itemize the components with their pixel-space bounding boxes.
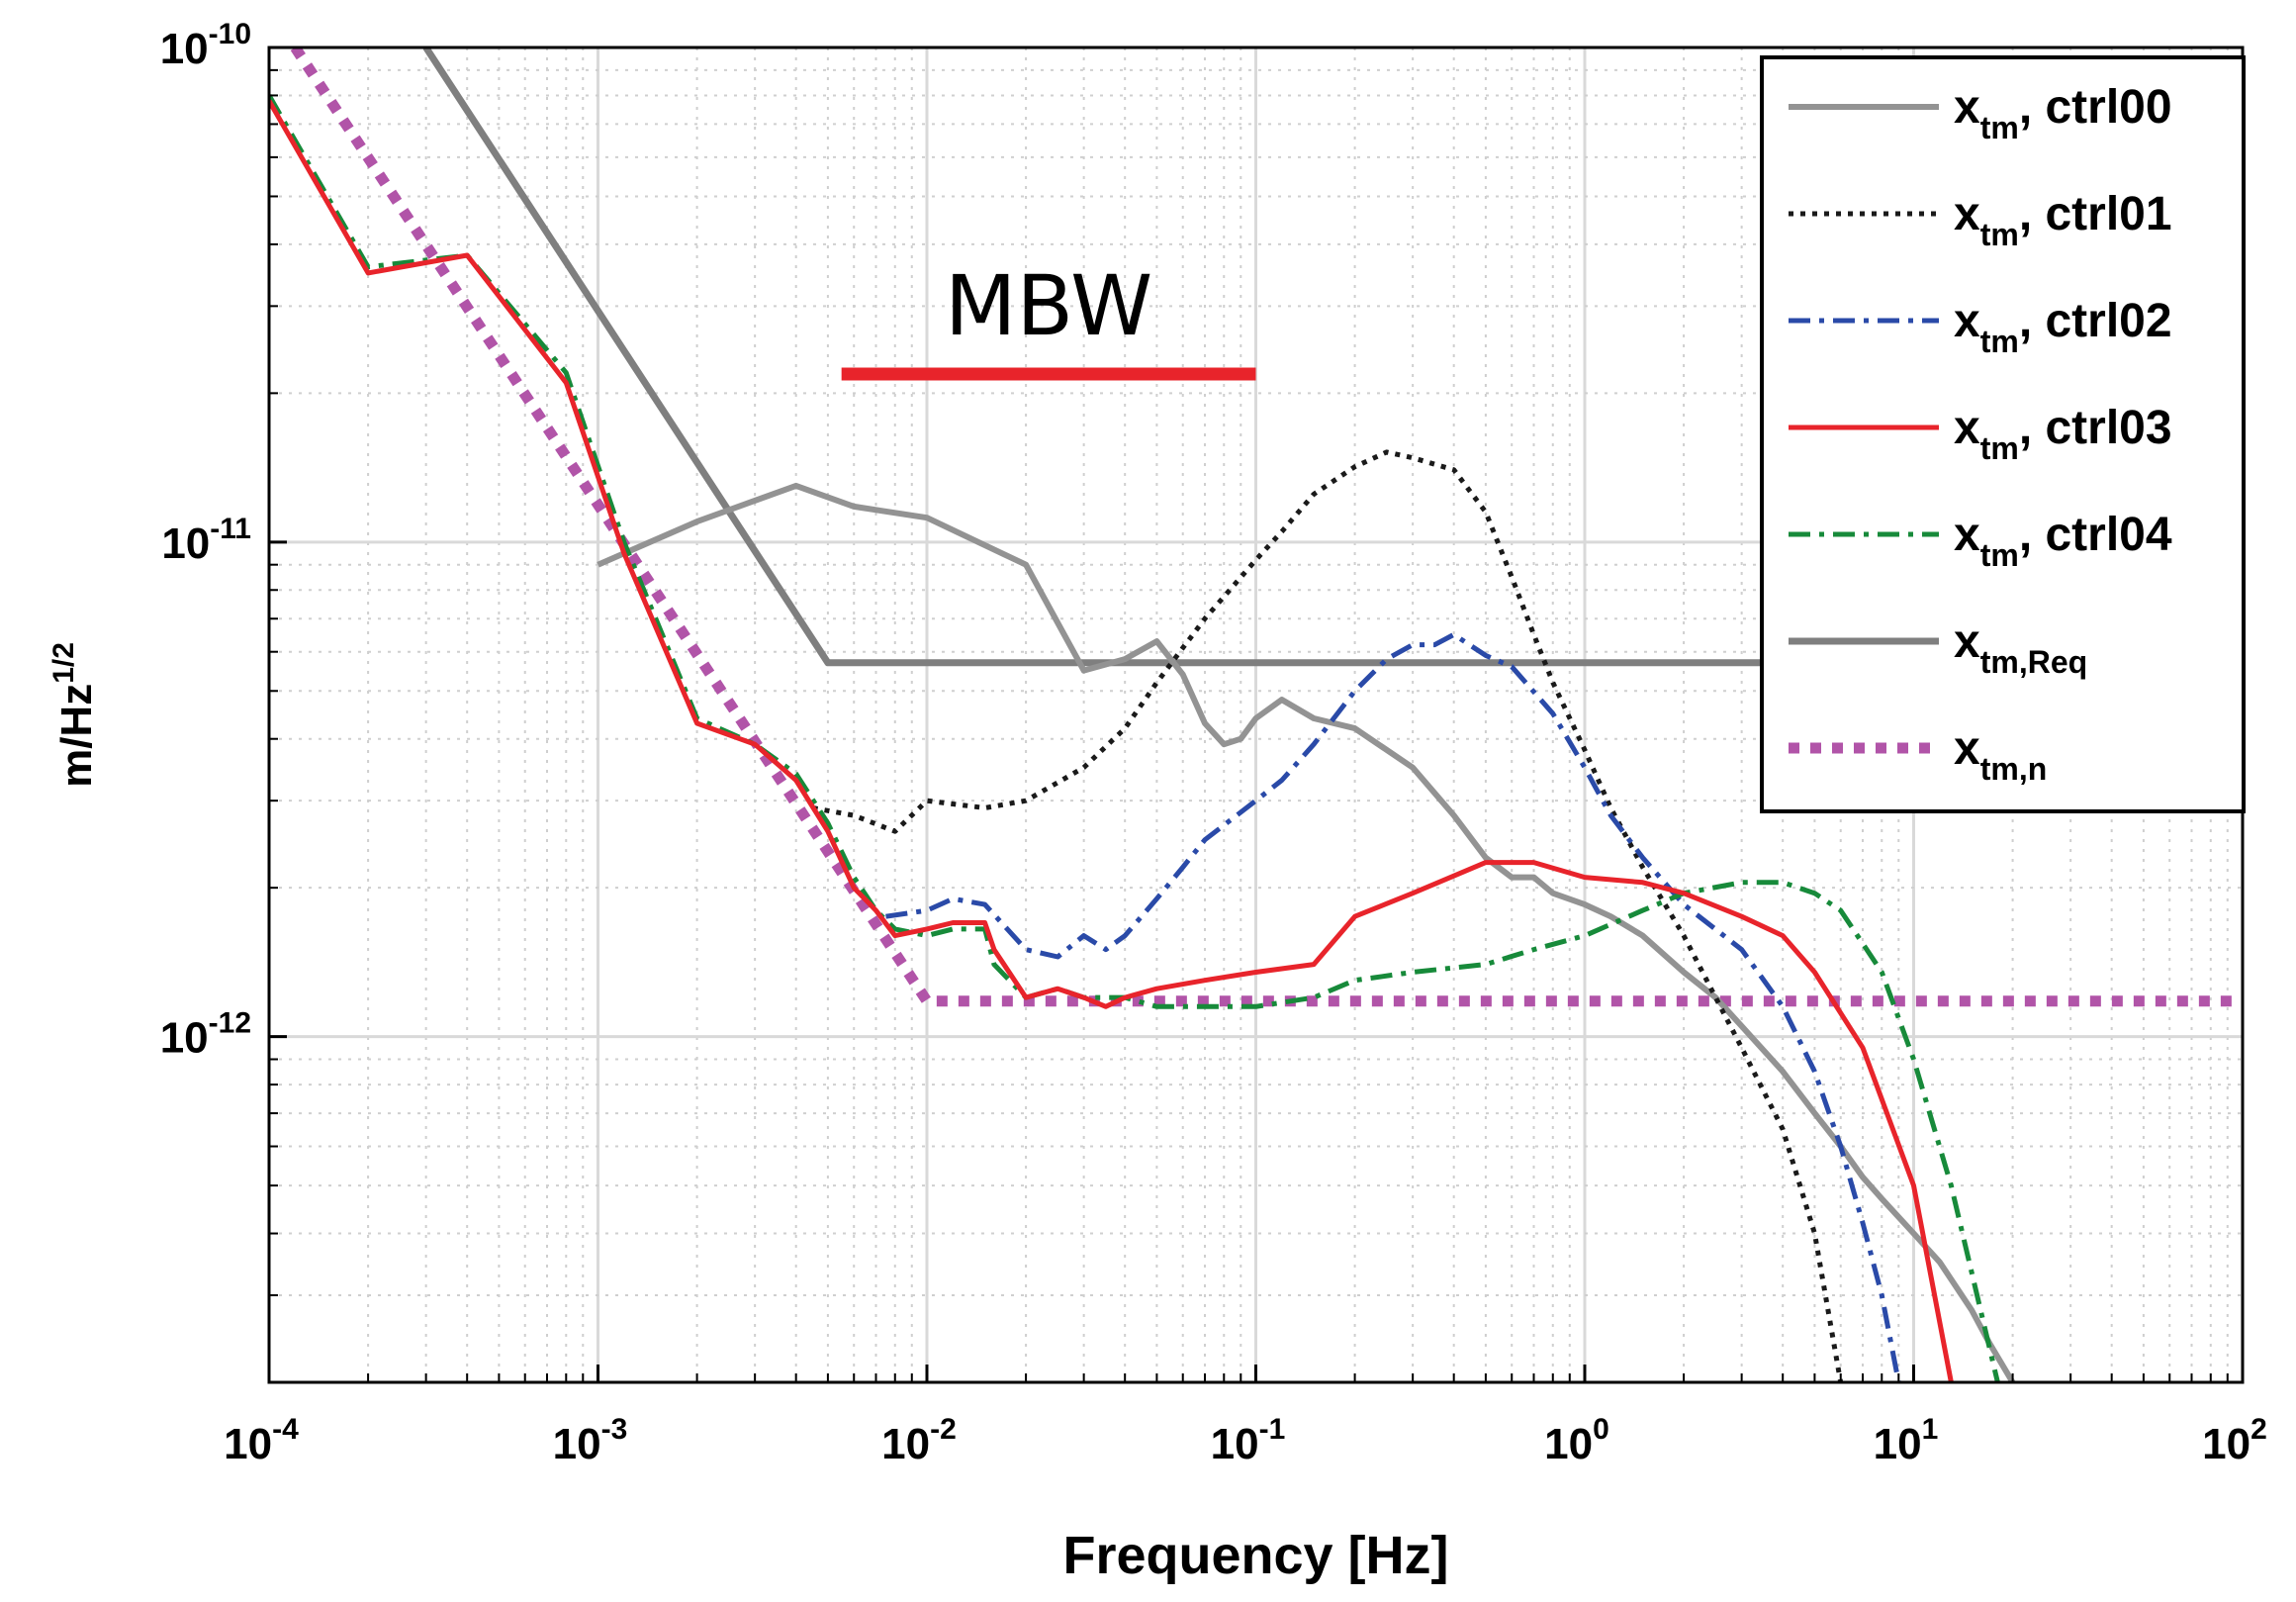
x-tick-label: 10-2 — [881, 1413, 957, 1468]
legend-label-ctrl01: xtm, ctrl01 — [1954, 188, 2172, 252]
y-axis-label: m/Hz1/2 — [47, 642, 101, 788]
legend-box — [1760, 55, 2246, 813]
x-axis-label: Frequency [Hz] — [1062, 1526, 1448, 1585]
y-tick-label: 10-11 — [161, 513, 251, 568]
legend: xtm, ctrl00 xtm, ctrl01 xtm, ctrl02 xtm, ct… — [1760, 55, 2246, 813]
legend-label-ctrl02: xtm, ctrl02 — [1954, 295, 2172, 359]
x-tick-label: 100 — [1544, 1413, 1609, 1468]
legend-label-ctrl03: xtm, ctrl03 — [1954, 402, 2172, 466]
series-line-ctrl02 — [885, 631, 1901, 1382]
legend-label-ctrl00: xtm, ctrl00 — [1954, 81, 2172, 145]
x-tick-label: 10-4 — [224, 1413, 299, 1468]
legend-label-req: xtm,Req — [1954, 615, 2087, 680]
legend-label-ctrl04: xtm, ctrl04 — [1954, 509, 2172, 573]
mbw-annotation: MBW — [841, 257, 1256, 381]
series-layer — [269, 47, 2243, 1382]
x-tick-label: 10-1 — [1211, 1413, 1286, 1468]
mbw-label: MBW — [945, 257, 1152, 354]
y-tick-labels: 10-10 10-11 10-12 — [160, 18, 251, 1063]
y-tick-label: 10-12 — [160, 1007, 251, 1063]
y-tick-label: 10-10 — [160, 18, 251, 73]
y-axis-label-base: m/Hz — [52, 684, 101, 788]
x-tick-label: 101 — [1874, 1413, 1939, 1468]
y-axis-label-exponent: 1/2 — [47, 642, 80, 684]
series-line-ctrl03 — [269, 99, 1954, 1382]
tick-marks — [267, 46, 2229, 1383]
series-line-ctrl00 — [597, 482, 2016, 1382]
x-tick-labels: 10-4 10-3 10-2 10-1 100 101 102 — [224, 1413, 2267, 1468]
x-tick-label: 10-3 — [553, 1413, 628, 1468]
series-line-ctrl01 — [812, 449, 1844, 1382]
x-tick-label: 102 — [2202, 1413, 2267, 1468]
legend-label-noise: xtm,n — [1954, 722, 2047, 787]
